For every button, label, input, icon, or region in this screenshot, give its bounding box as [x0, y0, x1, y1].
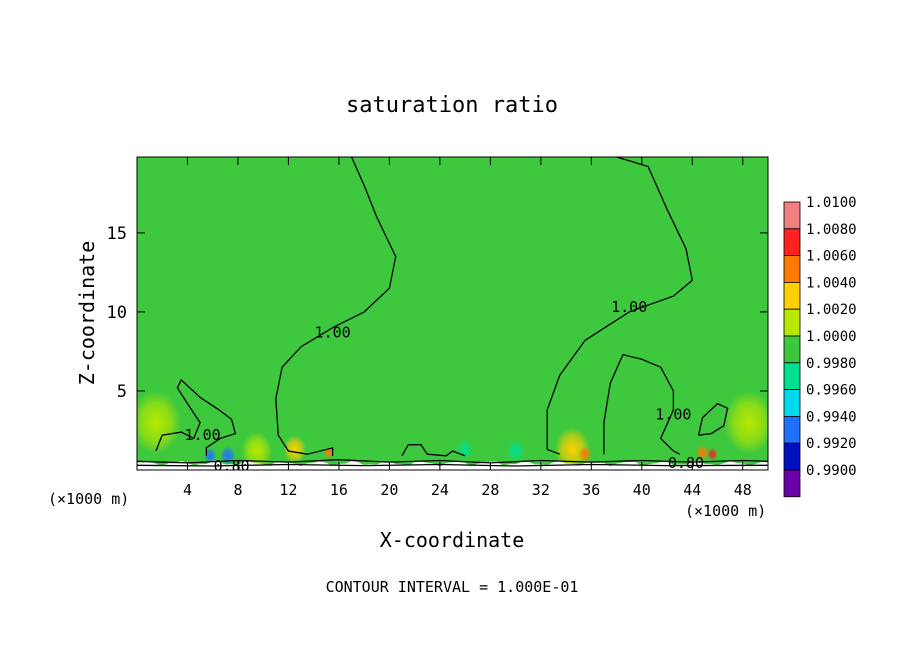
colorbar-label: 0.9980	[806, 356, 857, 372]
field-anomaly	[357, 406, 396, 455]
field-anomaly	[283, 435, 307, 464]
contour-line	[603, 353, 680, 455]
contour-label: 1.00	[315, 323, 351, 341]
colorbar-swatch	[783, 281, 801, 310]
colorbar-swatch	[783, 335, 801, 364]
contour-line	[697, 402, 729, 436]
ground-band	[137, 460, 768, 470]
contour-label: 1.00	[185, 426, 221, 444]
x-tick-label: 24	[431, 481, 449, 499]
colorbar-label: 1.0040	[806, 275, 857, 291]
colorbar-label: 0.9940	[806, 409, 857, 425]
field-anomaly	[696, 444, 709, 461]
field-anomaly	[578, 446, 592, 463]
saturation-field	[137, 157, 768, 470]
y-tick-label: 10	[107, 303, 127, 323]
contour-label: 0.80	[668, 454, 704, 472]
colorbar-swatch	[783, 442, 801, 471]
contour-line	[546, 157, 694, 455]
field-anomaly	[137, 390, 182, 455]
contour-line	[155, 378, 237, 456]
colorbar-label: 1.0020	[806, 302, 857, 318]
y-tick-label: 5	[117, 382, 127, 402]
ground-surface	[137, 460, 768, 470]
contour-line	[275, 157, 397, 456]
chart-title: saturation ratio	[346, 93, 558, 118]
x-tick-label: 36	[582, 481, 600, 499]
colorbar-swatch	[783, 362, 801, 390]
y-tick-label: 15	[107, 224, 127, 244]
colorbar-swatch	[783, 201, 801, 230]
colorbar-swatch	[783, 308, 801, 337]
plot-frame	[136, 156, 769, 471]
contour-label: 1.00	[611, 298, 647, 316]
x-axis-label: X-coordinate	[380, 528, 525, 552]
colorbar-swatch	[783, 255, 801, 283]
colorbar-swatch	[783, 415, 801, 444]
plot-area: 1.001.001.001.000.80 0.80 4 8 12 16 20 24 28 32 3…	[107, 156, 769, 499]
colorbar-label: 1.0000	[806, 329, 857, 345]
field-anomaly	[723, 390, 768, 455]
colorbar-label: 0.9920	[806, 436, 857, 452]
colorbar-label: 0.9960	[806, 383, 857, 399]
colorbar-swatch	[783, 469, 801, 498]
contour-label: 0.80	[214, 457, 250, 475]
field-anomaly	[471, 406, 510, 455]
field-anomaly	[506, 439, 525, 463]
field-anomaly	[457, 439, 473, 459]
contour-line	[401, 444, 466, 457]
colorbar-label: 1.0060	[806, 249, 857, 265]
x-tick-label: 12	[279, 481, 297, 499]
colorbar-label: 0.9900	[806, 463, 857, 479]
field-background	[137, 157, 768, 470]
x-tick-label: 32	[532, 481, 550, 499]
contour-interval-note: CONTOUR INTERVAL = 1.000E-01	[326, 578, 579, 596]
x-tick-label: 4	[183, 481, 192, 499]
y-axis-label: Z-coordinate	[75, 241, 99, 386]
x-unit-left: (×1000 m)	[48, 490, 129, 508]
field-anomaly	[707, 447, 718, 461]
x-tick-label: 20	[380, 481, 398, 499]
colorbar-label: 1.0080	[806, 222, 857, 238]
contour-line	[137, 459, 768, 464]
x-tick-label: 16	[330, 481, 348, 499]
x-tick-label: 8	[233, 481, 242, 499]
colorbar-label: 1.0100	[806, 195, 857, 211]
x-tick-label: 44	[683, 481, 701, 499]
colorbar: 1.0100 1.0080 1.0060 1.0040 1.0020 1.0000 0.99…	[783, 195, 857, 498]
x-tick-label: 40	[633, 481, 651, 499]
x-tick-label: 28	[481, 481, 499, 499]
contour-label: 1.00	[655, 406, 691, 424]
contour-lines: 1.00 1.00 1.00 1.00 0.80 0.80	[137, 157, 768, 475]
x-tick-label: 48	[734, 481, 752, 499]
colorbar-swatch	[783, 389, 801, 417]
x-unit-right: (×1000 m)	[685, 502, 766, 520]
colorbar-swatch	[783, 228, 801, 257]
